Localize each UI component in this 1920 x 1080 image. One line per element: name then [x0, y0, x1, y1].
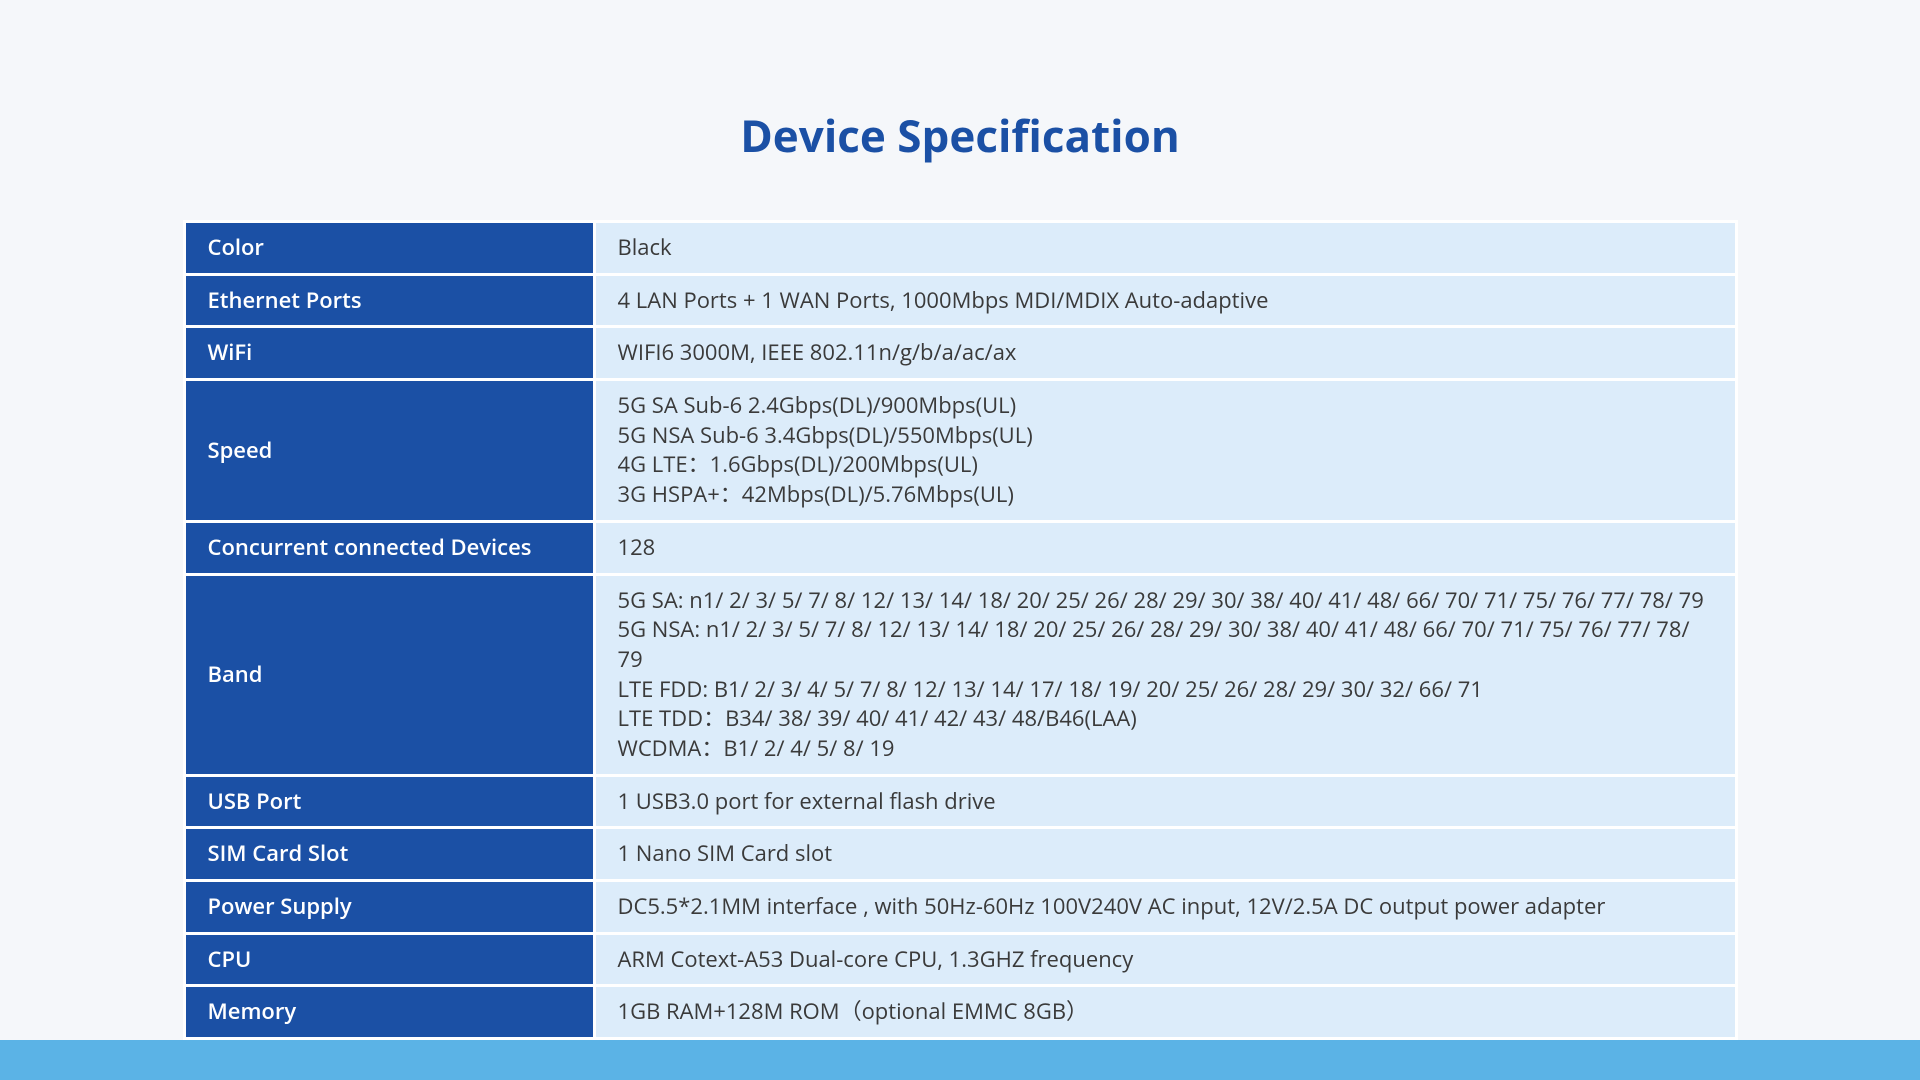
spec-value: 1 Nano SIM Card slot	[594, 828, 1736, 881]
spec-value: 5G SA: n1/ 2/ 3/ 5/ 7/ 8/ 12/ 13/ 14/ 18…	[594, 574, 1736, 775]
table-row: SIM Card Slot 1 Nano SIM Card slot	[184, 828, 1736, 881]
spec-label: Color	[184, 222, 594, 275]
spec-value-line: WCDMA：B1/ 2/ 4/ 5/ 8/ 19	[618, 734, 1713, 764]
page-title: Device Specification	[0, 105, 1920, 165]
spec-value-line: 5G NSA Sub-6 3.4Gbps(DL)/550Mbps(UL)	[618, 421, 1713, 451]
spec-value: Black	[594, 222, 1736, 275]
spec-label: WiFi	[184, 327, 594, 380]
spec-value-line: 5G SA Sub-6 2.4Gbps(DL)/900Mbps(UL)	[618, 391, 1713, 421]
spec-value: 128	[594, 521, 1736, 574]
spec-value: 1GB RAM+128M ROM（optional EMMC 8GB）	[594, 986, 1736, 1039]
spec-label: SIM Card Slot	[184, 828, 594, 881]
table-row: Band 5G SA: n1/ 2/ 3/ 5/ 7/ 8/ 12/ 13/ 14…	[184, 574, 1736, 775]
spec-table: Color Black Ethernet Ports 4 LAN Ports + 1 …	[183, 220, 1738, 1040]
spec-value: 5G SA Sub-6 2.4Gbps(DL)/900Mbps(UL)5G NS…	[594, 380, 1736, 522]
spec-label: Concurrent connected Devices	[184, 521, 594, 574]
table-row: WiFi WIFI6 3000M, IEEE 802.11n/g/b/a/ac/a…	[184, 327, 1736, 380]
spec-label: Power Supply	[184, 881, 594, 934]
spec-value-line: 1 Nano SIM Card slot	[618, 839, 1713, 869]
spec-label: USB Port	[184, 775, 594, 828]
spec-value: ARM Cotext-A53 Dual-core CPU, 1.3GHZ fre…	[594, 933, 1736, 986]
spec-value-line: DC5.5*2.1MM interface , with 50Hz-60Hz 1…	[618, 892, 1713, 922]
spec-value-line: LTE FDD: B1/ 2/ 3/ 4/ 5/ 7/ 8/ 12/ 13/ 1…	[618, 675, 1713, 705]
spec-value-line: 3G HSPA+：42Mbps(DL)/5.76Mbps(UL)	[618, 480, 1713, 510]
table-row: CPU ARM Cotext-A53 Dual-core CPU, 1.3GHZ …	[184, 933, 1736, 986]
spec-value-line: 4G LTE：1.6Gbps(DL)/200Mbps(UL)	[618, 450, 1713, 480]
spec-table-wrap: Color Black Ethernet Ports 4 LAN Ports + 1 …	[183, 220, 1738, 1040]
table-row: Color Black	[184, 222, 1736, 275]
spec-value-line: ARM Cotext-A53 Dual-core CPU, 1.3GHZ fre…	[618, 945, 1713, 975]
table-row: Power Supply DC5.5*2.1MM interface , with…	[184, 881, 1736, 934]
table-row: USB Port 1 USB3.0 port for external flash…	[184, 775, 1736, 828]
table-row: Ethernet Ports 4 LAN Ports + 1 WAN Ports,…	[184, 274, 1736, 327]
spec-value: DC5.5*2.1MM interface , with 50Hz-60Hz 1…	[594, 881, 1736, 934]
spec-label: Ethernet Ports	[184, 274, 594, 327]
spec-value-line: 128	[618, 533, 1713, 563]
spec-value-line: WIFI6 3000M, IEEE 802.11n/g/b/a/ac/ax	[618, 338, 1713, 368]
spec-value: WIFI6 3000M, IEEE 802.11n/g/b/a/ac/ax	[594, 327, 1736, 380]
spec-label: Memory	[184, 986, 594, 1039]
spec-value-line: Black	[618, 233, 1713, 263]
spec-value-line: 5G NSA: n1/ 2/ 3/ 5/ 7/ 8/ 12/ 13/ 14/ 1…	[618, 615, 1713, 674]
spec-value: 1 USB3.0 port for external flash drive	[594, 775, 1736, 828]
spec-value-line: 5G SA: n1/ 2/ 3/ 5/ 7/ 8/ 12/ 13/ 14/ 18…	[618, 586, 1713, 616]
spec-table-body: Color Black Ethernet Ports 4 LAN Ports + 1 …	[184, 222, 1736, 1039]
table-row: Memory 1GB RAM+128M ROM（optional EMMC 8GB…	[184, 986, 1736, 1039]
spec-label: CPU	[184, 933, 594, 986]
spec-value-line: 4 LAN Ports + 1 WAN Ports, 1000Mbps MDI/…	[618, 286, 1713, 316]
spec-label: Band	[184, 574, 594, 775]
table-row: Speed5G SA Sub-6 2.4Gbps(DL)/900Mbps(UL)…	[184, 380, 1736, 522]
spec-value-line: 1GB RAM+128M ROM（optional EMMC 8GB）	[618, 997, 1713, 1027]
footer-bar	[0, 1040, 1920, 1080]
page: Device Specification Color Black Ethernet …	[0, 0, 1920, 1040]
spec-label: Speed	[184, 380, 594, 522]
table-row: Concurrent connected Devices 128	[184, 521, 1736, 574]
spec-value-line: 1 USB3.0 port for external flash drive	[618, 787, 1713, 817]
spec-value-line: LTE TDD：B34/ 38/ 39/ 40/ 41/ 42/ 43/ 48/…	[618, 704, 1713, 734]
spec-value: 4 LAN Ports + 1 WAN Ports, 1000Mbps MDI/…	[594, 274, 1736, 327]
